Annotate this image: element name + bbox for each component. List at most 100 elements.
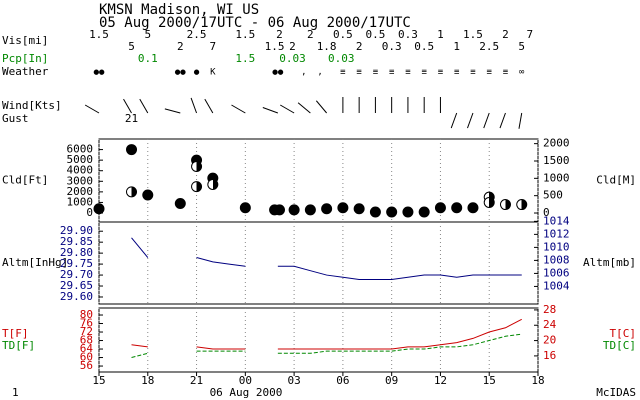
cloud-marker bbox=[321, 203, 333, 215]
weather-symbol: ●● bbox=[94, 68, 105, 78]
cloud-marker bbox=[467, 202, 479, 214]
visibility: 5 bbox=[518, 40, 525, 53]
cloud-marker bbox=[93, 203, 105, 215]
axis-label: Altm[mb] bbox=[583, 256, 636, 269]
page-number: 1 bbox=[12, 386, 19, 399]
wind-barb bbox=[190, 97, 198, 114]
y-tick-label: 5000 bbox=[67, 153, 94, 166]
visibility: 2 bbox=[276, 28, 283, 41]
y-tick-label: 2000 bbox=[67, 185, 94, 198]
series-line bbox=[131, 318, 522, 350]
visibility: 2 bbox=[177, 40, 184, 53]
cloud-marker bbox=[386, 206, 398, 218]
axis-label: TD[F] bbox=[2, 339, 35, 352]
axis-label: Cld[M] bbox=[596, 174, 636, 187]
wind-barb bbox=[518, 112, 523, 129]
visibility: 7 bbox=[210, 40, 217, 53]
y-tick-label: 29.80 bbox=[60, 246, 93, 259]
series-line bbox=[131, 333, 522, 359]
cloud-marker bbox=[516, 199, 528, 211]
series-line bbox=[131, 237, 522, 280]
visibility: 1 bbox=[437, 28, 444, 41]
visibility: 0.5 bbox=[365, 28, 385, 41]
y2-tick-label: 1000 bbox=[543, 171, 570, 184]
y-tick-label: 76 bbox=[80, 317, 93, 330]
cloud-marker bbox=[126, 144, 138, 156]
visibility: 0.3 bbox=[382, 40, 402, 53]
weather-symbol: ≡ bbox=[470, 68, 476, 78]
cloud-marker bbox=[207, 178, 219, 190]
weather-symbol: ≡ bbox=[356, 68, 362, 78]
x-tick-label: 15 bbox=[92, 374, 105, 387]
x-tick-label: 15 bbox=[483, 374, 496, 387]
station-title: KMSN Madison, WI US bbox=[99, 2, 259, 18]
visibility: 1.5 bbox=[463, 28, 483, 41]
row-label: Gust bbox=[2, 112, 29, 125]
x-tick-label: 21 bbox=[190, 374, 203, 387]
visibility: 0.5 bbox=[333, 28, 353, 41]
y-tick-label: 80 bbox=[80, 308, 93, 321]
weather-symbol: ≡ bbox=[438, 68, 444, 78]
visibility: 7 bbox=[527, 28, 534, 41]
precipitation: 0.03 bbox=[279, 52, 306, 65]
x-tick-label: 12 bbox=[434, 374, 447, 387]
wind-barb bbox=[84, 104, 100, 114]
panel-frame bbox=[98, 307, 539, 373]
y2-tick-label: 0 bbox=[543, 206, 550, 219]
y2-tick-label: 1004 bbox=[543, 279, 570, 292]
axis-label: Altm[InHg] bbox=[2, 256, 68, 269]
cloud-marker bbox=[142, 189, 154, 201]
cloud-marker bbox=[304, 204, 316, 216]
visibility: 5 bbox=[128, 40, 135, 53]
period-title: 05 Aug 2000/17UTC - 06 Aug 2000/17UTC bbox=[99, 15, 411, 31]
weather-symbol: ≡ bbox=[454, 68, 460, 78]
y2-tick-label: 28 bbox=[543, 303, 556, 316]
y-tick-label: 29.70 bbox=[60, 268, 93, 281]
weather-symbol: ≡ bbox=[487, 68, 493, 78]
y2-tick-label: 1006 bbox=[543, 266, 570, 279]
y-tick-label: 29.60 bbox=[60, 290, 93, 303]
weather-symbol: ≡ bbox=[503, 68, 509, 78]
y-tick-label: 64 bbox=[80, 342, 94, 355]
cloud-marker bbox=[353, 203, 365, 215]
y-tick-label: 56 bbox=[80, 359, 93, 372]
y-tick-label: 60 bbox=[80, 351, 93, 364]
wind-barb bbox=[123, 98, 132, 114]
y2-tick-label: 24 bbox=[543, 318, 557, 331]
row-label: Pcp[In] bbox=[2, 52, 48, 65]
weather-symbol: ∞ bbox=[519, 68, 525, 78]
weather-symbol: ● bbox=[194, 68, 200, 78]
wind-barb bbox=[280, 104, 295, 114]
wind-barb bbox=[297, 102, 311, 114]
weather-symbol: , bbox=[301, 68, 306, 78]
y-tick-label: 29.90 bbox=[60, 224, 93, 237]
axis-label: TD[C] bbox=[603, 339, 636, 352]
row-label: Weather bbox=[2, 65, 49, 78]
y-tick-label: 4000 bbox=[67, 164, 94, 177]
visibility: 2 bbox=[356, 40, 363, 53]
precipitation: 0.1 bbox=[138, 52, 158, 65]
weather-symbol: K bbox=[210, 68, 216, 78]
y2-tick-label: 500 bbox=[543, 189, 563, 202]
visibility: 1.5 bbox=[265, 40, 285, 53]
visibility: 5 bbox=[144, 28, 151, 41]
weather-symbol: ≡ bbox=[340, 68, 346, 78]
visibility: 1.5 bbox=[89, 28, 109, 41]
cloud-marker bbox=[369, 206, 381, 218]
cloud-marker bbox=[402, 206, 414, 218]
gust: 21 bbox=[125, 112, 138, 125]
wind-barb bbox=[262, 107, 279, 114]
y-tick-label: 29.75 bbox=[60, 257, 93, 270]
visibility: 1.5 bbox=[235, 28, 255, 41]
wind-barb bbox=[450, 112, 458, 129]
cloud-marker bbox=[451, 202, 463, 214]
cloud-marker bbox=[191, 160, 203, 172]
cloud-marker bbox=[191, 181, 203, 193]
y-tick-label: 72 bbox=[80, 325, 93, 338]
wind-barb bbox=[231, 104, 246, 114]
row-label: Wind[Kts] bbox=[2, 99, 62, 112]
visibility: 2 bbox=[289, 40, 296, 53]
x-tick-label: 18 bbox=[141, 374, 154, 387]
cloud-marker bbox=[483, 196, 495, 208]
